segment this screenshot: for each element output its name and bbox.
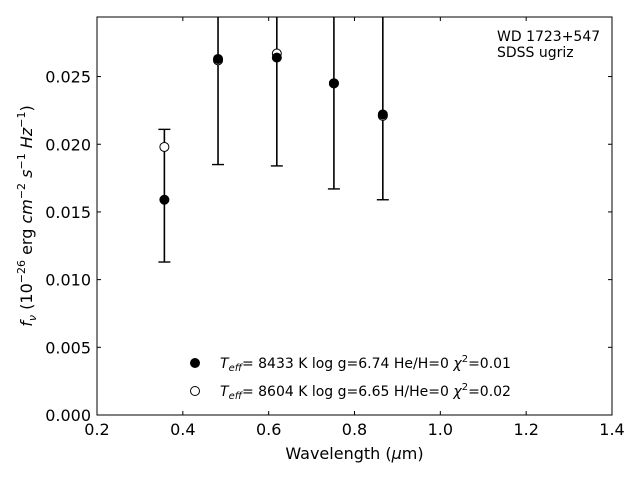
point-model-he: [213, 53, 224, 64]
y-tick-label: 0.015: [45, 203, 91, 222]
legend-entry-1: Teff= 8433 K log g=6.74 He/H=0 χ2=0.01: [220, 354, 511, 374]
legend-2-chi2: 0.02: [480, 384, 511, 400]
point-model-he: [271, 52, 282, 63]
point-model-he: [328, 78, 339, 89]
legend-1-comp-label: He/H: [394, 356, 428, 372]
point-model-he: [377, 109, 388, 120]
x-tick-label: 1.2: [513, 420, 538, 439]
legend-marker-filled: [190, 358, 200, 368]
x-tick-label: 0.2: [84, 420, 109, 439]
data-points: [159, 48, 388, 205]
x-tick-label: 1.0: [428, 420, 453, 439]
legend-1-chi2: 0.01: [480, 356, 511, 372]
y-tick-label: 0.010: [45, 271, 91, 290]
point-model-he: [159, 194, 170, 205]
x-tick-label: 0.6: [256, 420, 281, 439]
legend-2-comp-value: 0: [440, 384, 449, 400]
x-tick-label: 0.4: [170, 420, 195, 439]
y-axis-label: fν (10−26 erg cm−2 s−1 Hz−1): [15, 105, 39, 326]
legend: Teff= 8433 K log g=6.74 He/H=0 χ2=0.01 T…: [190, 354, 511, 402]
legend-2-logg: 6.65: [358, 384, 389, 400]
y-tick-label: 0.005: [45, 338, 91, 357]
legend-entry-2: Teff= 8604 K log g=6.65 H/He=0 χ2=0.02: [220, 382, 511, 402]
point-model-h: [159, 141, 170, 152]
legend-marker-open: [190, 386, 200, 396]
legend-1-logg: 6.74: [358, 356, 389, 372]
y-tick-label: 0.020: [45, 135, 91, 154]
legend-1-teff: 8433: [258, 356, 294, 372]
annotation-survey: SDSS ugriz: [497, 45, 574, 61]
x-axis-label: Wavelength (μm): [285, 444, 423, 463]
y-tick-label: 0.000: [45, 406, 91, 425]
annotation-star-name: WD 1723+547: [497, 29, 600, 45]
x-tick-label: 0.8: [342, 420, 367, 439]
legend-1-comp-value: 0: [440, 356, 449, 372]
x-tick-label: 1.4: [599, 420, 624, 439]
legend-2-teff: 8604: [258, 384, 294, 400]
y-tick-label: 0.025: [45, 68, 91, 87]
axis-ticks: 0.2 0.4 0.6 0.8 1.0 1.2 1.40.0000.0050.0100.01…: [45, 17, 625, 439]
legend-2-comp-label: H/He: [394, 384, 428, 400]
